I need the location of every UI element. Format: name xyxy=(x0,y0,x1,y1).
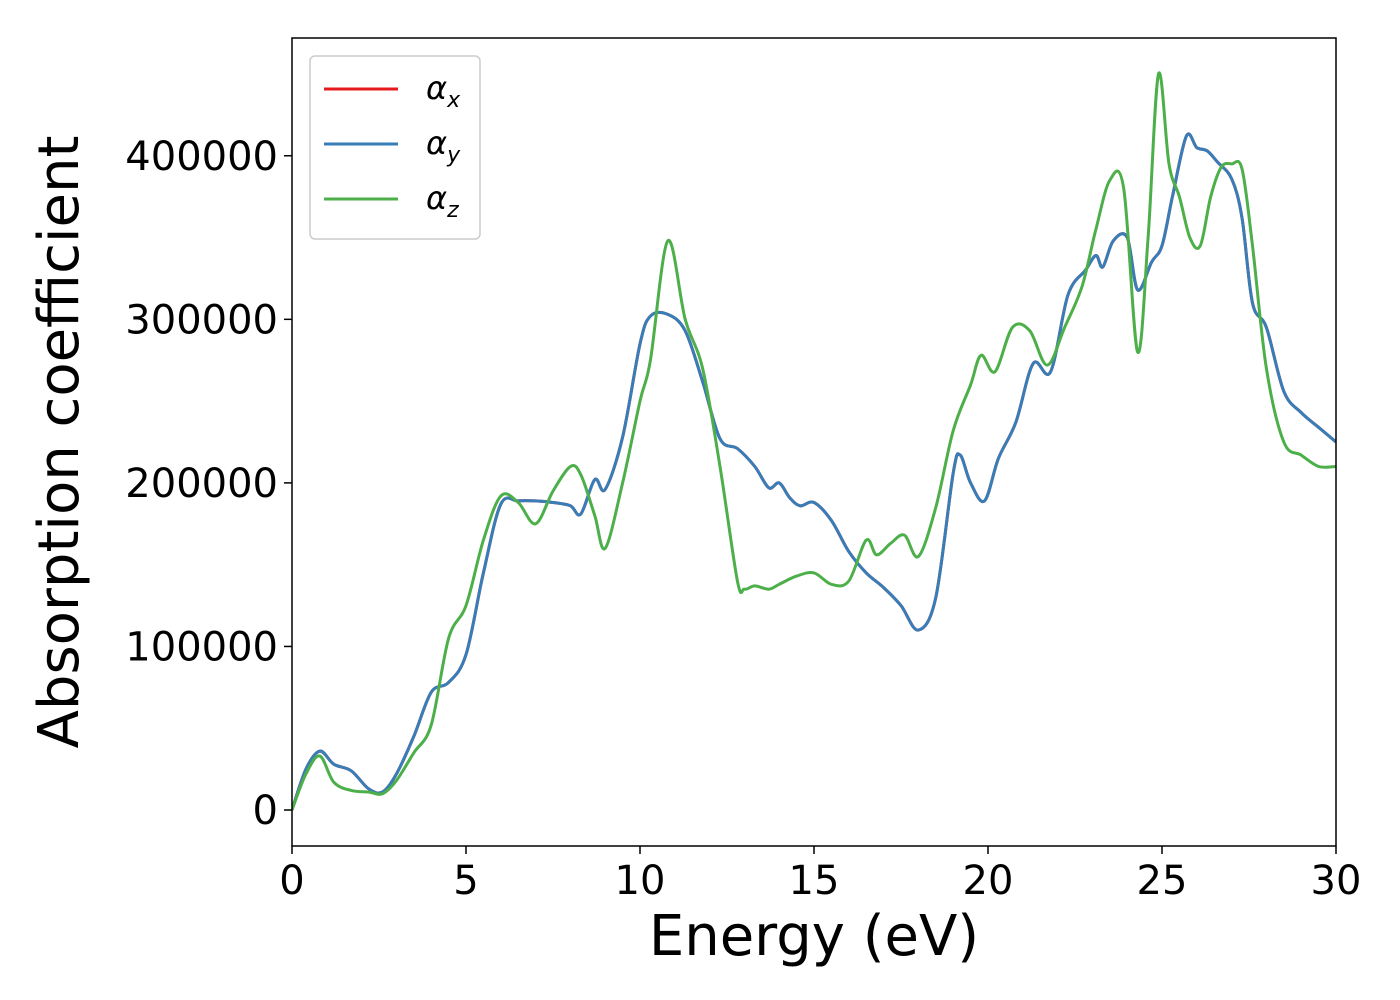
legend-subscript: x xyxy=(446,88,461,113)
x-tick-label: 10 xyxy=(615,858,666,904)
legend-label-y: αy xyxy=(426,124,461,168)
y-tick-label: 0 xyxy=(253,788,278,834)
x-axis: 0 5 10 15 20 25 30 xyxy=(279,846,1361,904)
legend-box xyxy=(309,55,481,240)
x-tick-label: 15 xyxy=(789,858,840,904)
x-axis-title: Energy (eV) xyxy=(649,904,979,969)
legend-subscript: y xyxy=(446,143,461,168)
y-axis-title: Absorption coefficient xyxy=(27,136,92,749)
legend-subscript: z xyxy=(446,198,459,223)
x-tick-label: 0 xyxy=(279,858,304,904)
series-layer xyxy=(292,71,1336,811)
legend-label-x: αx xyxy=(426,69,461,113)
y-tick-label: 300000 xyxy=(125,297,278,343)
y-tick-label: 200000 xyxy=(125,461,278,507)
y-axis: 0 100000 200000 300000 400000 xyxy=(125,134,292,834)
x-tick-label: 30 xyxy=(1311,858,1362,904)
series-line-z xyxy=(292,71,1336,811)
x-tick-label: 20 xyxy=(963,858,1014,904)
y-tick-label: 100000 xyxy=(125,624,278,670)
x-tick-label: 5 xyxy=(453,858,478,904)
x-tick-label: 25 xyxy=(1137,858,1188,904)
y-tick-label: 400000 xyxy=(125,134,278,180)
